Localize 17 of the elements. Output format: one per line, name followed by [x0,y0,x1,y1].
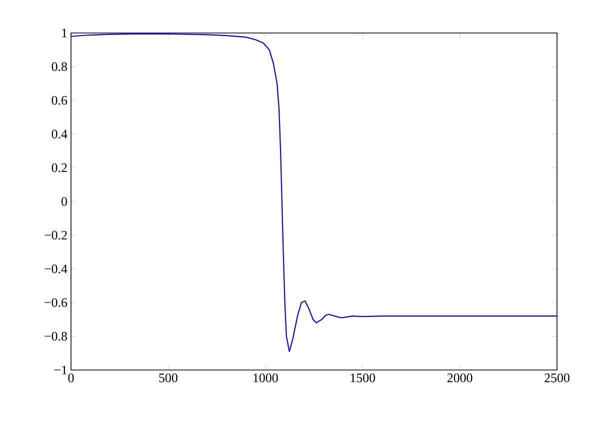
x-tick-label: 0 [68,374,74,382]
y-tick-label: 0.8 [52,62,67,72]
y-tick-label: −0.4 [44,264,68,274]
y-tick-label: 0.2 [52,163,67,172]
x-tick-label: 2000 [447,374,472,382]
y-tick-label: 1 [62,28,67,38]
x-tick-label: 2500 [544,374,570,382]
y-tick-label: 0.6 [52,96,68,105]
x-tick-label: 500 [159,374,178,382]
y-tick-label: −1 [54,366,67,374]
y-tick-label: 0.4 [52,130,68,138]
y-tick-label: −0.2 [44,230,67,240]
y-tick-label: −0.8 [44,332,67,341]
y-tick-label: 0 [62,197,67,206]
x-tick-label: 1000 [254,374,278,382]
y-tick-label: −0.6 [44,298,68,307]
x-tick-label: 1500 [350,374,376,382]
